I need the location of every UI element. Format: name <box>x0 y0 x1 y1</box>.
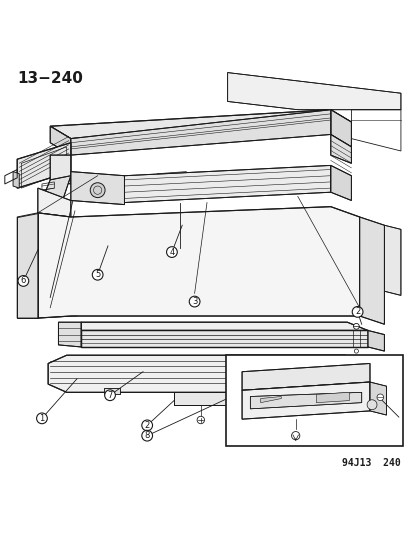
Circle shape <box>92 269 103 280</box>
Circle shape <box>104 390 115 401</box>
Polygon shape <box>242 364 369 390</box>
Text: 4: 4 <box>169 247 174 256</box>
Polygon shape <box>13 172 19 188</box>
Circle shape <box>291 432 299 440</box>
Polygon shape <box>330 134 351 163</box>
Circle shape <box>36 413 47 424</box>
Polygon shape <box>260 397 280 402</box>
Polygon shape <box>48 355 365 392</box>
Polygon shape <box>38 188 71 217</box>
Polygon shape <box>58 322 81 347</box>
Polygon shape <box>242 382 369 419</box>
Polygon shape <box>42 176 71 200</box>
Polygon shape <box>50 126 71 155</box>
Polygon shape <box>17 213 38 318</box>
Circle shape <box>90 183 105 198</box>
Polygon shape <box>316 392 349 402</box>
Text: 7: 7 <box>107 391 112 400</box>
Polygon shape <box>50 155 71 184</box>
Polygon shape <box>104 388 120 394</box>
Circle shape <box>366 400 376 410</box>
Circle shape <box>354 349 358 353</box>
Text: 2: 2 <box>354 308 359 317</box>
Text: 5: 5 <box>95 270 100 279</box>
Polygon shape <box>369 382 386 415</box>
Polygon shape <box>124 165 330 203</box>
Polygon shape <box>227 72 400 110</box>
Polygon shape <box>297 388 313 394</box>
Polygon shape <box>359 217 384 324</box>
Text: 7: 7 <box>325 378 331 387</box>
Polygon shape <box>173 392 227 405</box>
Polygon shape <box>367 330 384 351</box>
Text: 8: 8 <box>144 431 150 440</box>
Circle shape <box>18 276 28 286</box>
Polygon shape <box>71 172 124 205</box>
Polygon shape <box>71 110 330 155</box>
Text: 13−240: 13−240 <box>17 70 83 85</box>
Polygon shape <box>81 330 367 347</box>
Circle shape <box>166 247 177 257</box>
Circle shape <box>142 420 152 431</box>
Polygon shape <box>38 207 359 318</box>
Polygon shape <box>17 143 71 188</box>
Text: 6: 6 <box>21 277 26 286</box>
Circle shape <box>351 306 362 317</box>
Circle shape <box>197 416 204 424</box>
Circle shape <box>189 296 199 307</box>
Polygon shape <box>330 165 351 200</box>
Text: 3: 3 <box>192 297 197 306</box>
Text: 1: 1 <box>39 414 45 423</box>
Polygon shape <box>330 110 351 147</box>
Bar <box>225 355 402 446</box>
Polygon shape <box>347 388 363 394</box>
Polygon shape <box>50 110 351 139</box>
Circle shape <box>142 430 152 441</box>
Text: 94J13  240: 94J13 240 <box>342 458 400 468</box>
Polygon shape <box>81 322 367 330</box>
Polygon shape <box>344 355 365 392</box>
Circle shape <box>353 324 358 329</box>
Polygon shape <box>250 392 361 409</box>
Circle shape <box>376 394 383 401</box>
Text: 2: 2 <box>144 421 150 430</box>
Polygon shape <box>384 225 400 295</box>
Circle shape <box>323 377 333 388</box>
